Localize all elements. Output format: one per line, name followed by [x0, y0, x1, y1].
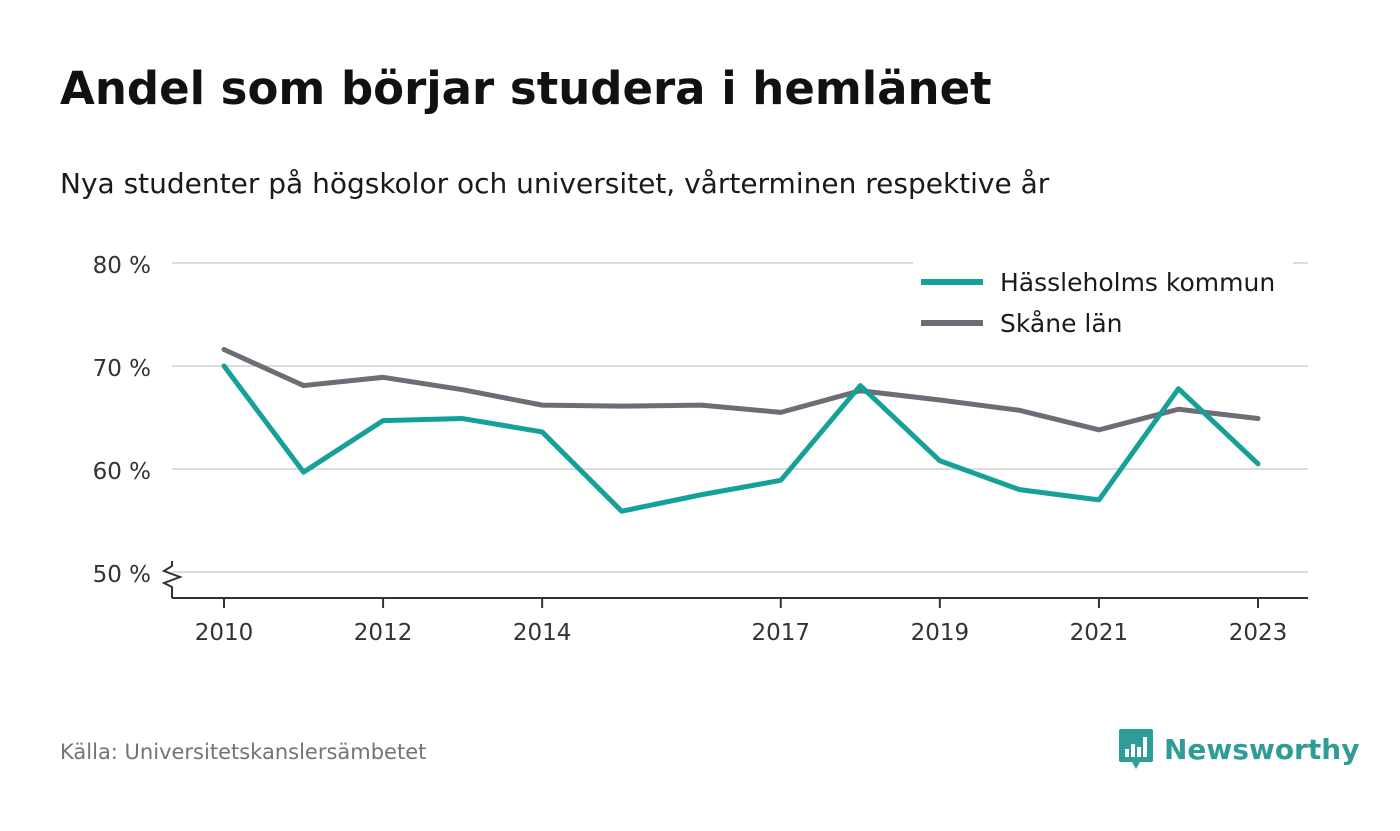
x-tick-label: 2017 [751, 620, 810, 646]
line-chart: 50 % 60 % 70 % 80 % 2010 2012 2014 2017 2019 2021… [93, 253, 1308, 646]
x-tick-label: 2021 [1070, 620, 1129, 646]
legend-label: Skåne län [1000, 309, 1123, 338]
axes: 50 % 60 % 70 % 80 % 2010 2012 2014 2017 2019 2021… [93, 253, 1308, 646]
series-line-skane [221, 347, 1261, 433]
y-tick-label: 60 % [93, 459, 151, 485]
series-line-hassleholm [221, 363, 1261, 514]
legend: Hässleholms kommun Skåne län [913, 262, 1293, 352]
brand-logo: Newsworthy [1118, 727, 1359, 771]
legend-background [913, 262, 1293, 352]
axis-break-icon [161, 561, 183, 598]
x-tick-label: 2010 [195, 620, 254, 646]
x-tick-label: 2023 [1229, 620, 1288, 646]
series-lines [221, 347, 1261, 514]
chart-subtitle: Nya studenter på högskolor och universit… [60, 167, 1050, 200]
x-tick-label: 2019 [911, 620, 970, 646]
chart-title: Andel som börjar studera i hemlänet [60, 62, 992, 115]
legend-label: Hässleholms kommun [1000, 268, 1275, 297]
source-note: Källa: Universitetskanslersämbetet [60, 740, 427, 764]
y-tick-label: 50 % [93, 562, 151, 588]
x-tick-label: 2014 [513, 620, 572, 646]
newsworthy-logo-icon [1119, 729, 1153, 769]
y-tick-label: 80 % [93, 253, 151, 279]
y-tick-label: 70 % [93, 356, 151, 382]
x-tick-label: 2012 [354, 620, 413, 646]
brand-name: Newsworthy [1164, 732, 1360, 766]
